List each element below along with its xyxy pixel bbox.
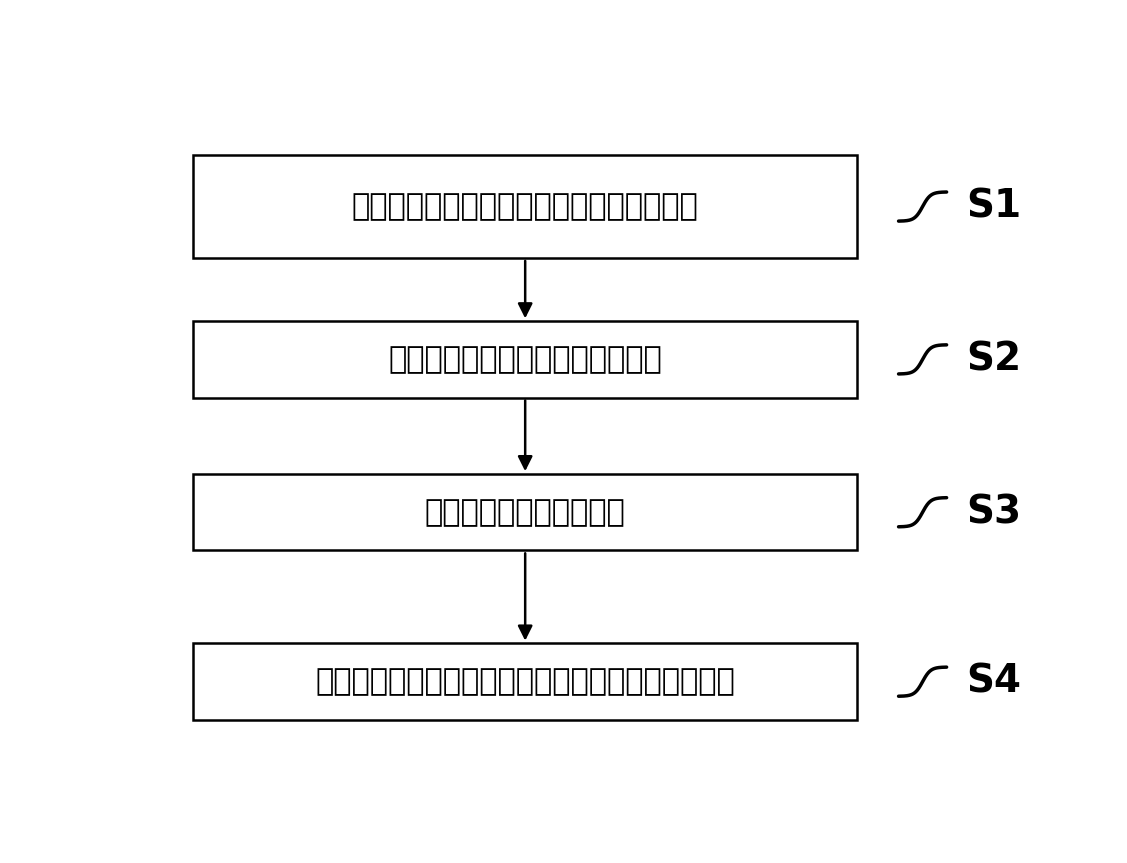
Text: 将最优发电机转矩序列的第一个元素作为控制器输出: 将最优发电机转矩序列的第一个元素作为控制器输出 [316,667,735,696]
Text: S4: S4 [966,663,1021,701]
Text: S2: S2 [966,340,1021,378]
FancyBboxPatch shape [194,644,858,720]
Text: 引入动态区域来约束发电机转矩的允许范围: 引入动态区域来约束发电机转矩的允许范围 [352,192,699,221]
Text: 确定候选发电机转矩的有限控制集: 确定候选发电机转矩的有限控制集 [389,345,662,374]
Text: S3: S3 [966,494,1021,532]
Text: S1: S1 [966,187,1021,225]
FancyBboxPatch shape [194,474,858,551]
FancyBboxPatch shape [194,155,858,258]
Text: 搜索最优发电机转矩序列: 搜索最优发电机转矩序列 [425,498,625,526]
FancyBboxPatch shape [194,321,858,398]
